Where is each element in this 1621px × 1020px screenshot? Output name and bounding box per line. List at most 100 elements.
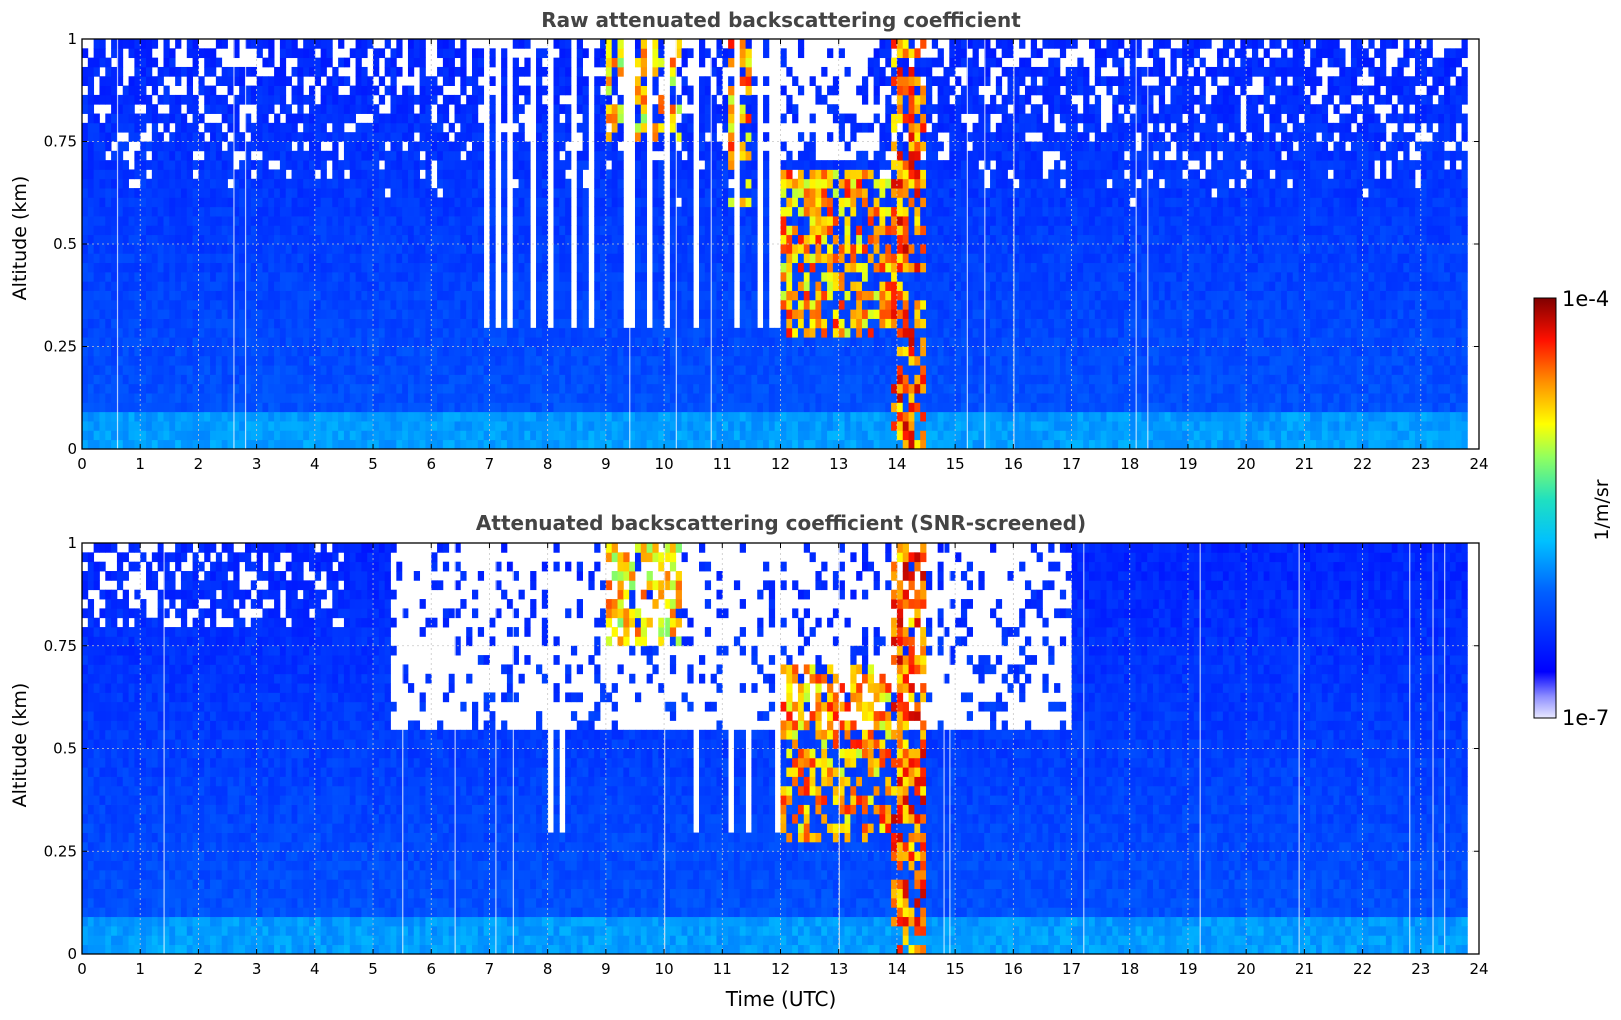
heatmap-cell [658,421,665,431]
heatmap-cell [326,327,333,338]
heatmap-cell [681,206,688,217]
heatmap-cell [338,253,345,264]
data-gap-line [675,39,677,449]
heatmap-cell [827,160,834,170]
heatmap-cell [180,309,188,319]
heatmap-cell [262,290,269,301]
heatmap-cell [611,113,618,124]
heatmap-cell [594,393,601,403]
heatmap-cell [442,309,450,319]
heatmap-cell [495,365,502,375]
heatmap-cell [338,421,345,431]
heatmap-cell [367,439,374,450]
heatmap-cell [210,48,217,59]
heatmap-cell [699,383,706,394]
heatmap-cell [262,271,269,282]
heatmap-cell [809,374,816,385]
heatmap-cell [268,216,275,226]
heatmap-cell [355,94,362,105]
heatmap-cell [518,244,525,254]
heatmap-cell [93,141,100,152]
heatmap-cell [210,66,217,77]
heatmap-cell [134,355,141,366]
heatmap-cell [850,299,857,310]
heatmap-cell [332,160,339,170]
heatmap-cell [355,365,362,375]
heatmap-cell [489,318,496,329]
heatmap-cell [844,262,851,273]
heatmap-cell [373,169,380,180]
heatmap-cell [751,327,758,338]
heatmap-cell [297,76,304,86]
heatmap-cell [454,48,461,59]
heatmap-cell [809,299,816,310]
heatmap-cell [134,411,141,422]
heatmap-cell [832,439,840,450]
heatmap-cell [780,244,787,254]
heatmap-cell [454,216,461,226]
heatmap-cell [565,188,572,198]
heatmap-cell [349,216,356,226]
heatmap-cell [134,234,141,245]
heatmap-cell [495,355,502,366]
heatmap-cell [821,169,828,180]
heatmap-cell [274,439,281,450]
heatmap-cell [285,188,292,198]
heatmap-cell [134,244,141,254]
heatmap-cell [827,271,834,282]
heatmap-cell [390,188,397,198]
heatmap-cell [250,66,258,77]
heatmap-cell [850,132,857,142]
heatmap-cell [285,141,292,152]
heatmap-cell [489,150,496,161]
heatmap-cell [658,234,665,245]
heatmap-cell [169,309,176,319]
heatmap-cell [99,85,106,96]
heatmap-cell [693,365,700,375]
heatmap-cell [536,66,543,77]
heatmap-cell [303,421,310,431]
heatmap-cell [326,309,333,319]
heatmap-cell [454,94,461,105]
heatmap-cell [472,430,479,441]
heatmap-cell [320,439,327,450]
heatmap-cell [180,355,188,366]
heatmap-cell [466,150,473,161]
heatmap-cell [105,365,112,375]
heatmap-cell [448,281,455,291]
heatmap-cell [442,104,450,114]
heatmap-cell [559,337,566,347]
heatmap-cell [390,421,397,431]
heatmap-cell [407,281,415,291]
heatmap-cell [594,113,601,124]
heatmap-cell [262,39,269,49]
heatmap-cell [821,225,828,236]
heatmap-cell [797,234,805,245]
heatmap-cell [169,206,176,217]
heatmap-cell [832,383,840,394]
heatmap-cell [728,48,735,59]
heatmap-cell [390,374,397,385]
heatmap-cell [134,160,141,170]
heatmap-cell [402,197,409,208]
heatmap-cell [600,216,607,226]
heatmap-cell [664,439,671,450]
heatmap-cell [233,355,240,366]
heatmap-cell [780,365,787,375]
heatmap-cell [611,160,618,170]
heatmap-cell [396,244,403,254]
heatmap-cell [611,169,618,180]
heatmap-cell [268,178,275,189]
heatmap-cell [291,346,298,357]
heatmap-cell [728,374,735,385]
heatmap-cell [803,421,810,431]
heatmap-cell [832,104,840,114]
heatmap-cell [233,66,240,77]
heatmap-cell [419,160,426,170]
heatmap-cell [757,402,764,413]
heatmap-cell [82,346,89,357]
heatmap-cell [501,234,508,245]
heatmap-cell [867,421,875,431]
heatmap-cell [733,374,741,385]
heatmap-cell [605,94,613,105]
